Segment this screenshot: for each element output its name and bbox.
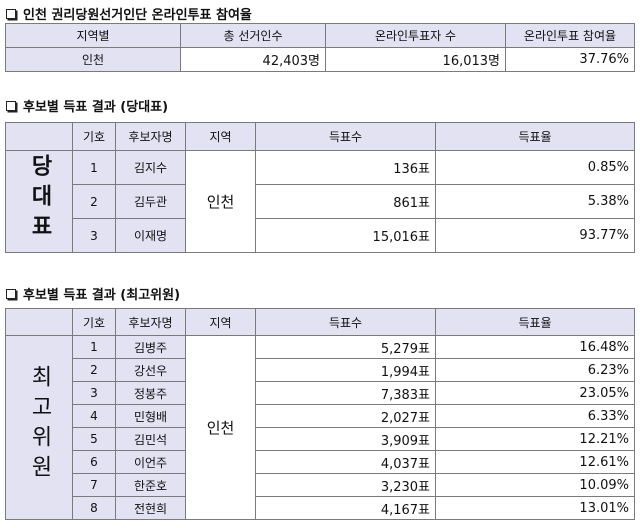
- side-label: 당대표: [5, 150, 73, 253]
- rate-cell: 0.85%: [435, 150, 635, 185]
- title-text: 후보별 득표 결과 (당대표): [23, 100, 169, 115]
- rate-cell: 13.01%: [435, 496, 635, 520]
- name-cell: 이언주: [115, 450, 186, 474]
- votes-cell: 5,279표: [255, 335, 436, 359]
- rate-cell: 93.77%: [435, 218, 635, 253]
- votes-cell: 3,230표: [255, 473, 436, 497]
- name-cell: 한준호: [115, 473, 186, 497]
- header-cell: 온라인투표자 수: [325, 23, 506, 48]
- number-cell: 5: [72, 427, 116, 451]
- table: 지역별 총 선거인수 온라인투표자 수 온라인투표 참여율 인천 42,403명 16,01…: [5, 23, 635, 72]
- number-cell: 3: [72, 381, 116, 405]
- rate-cell: 23.05%: [435, 381, 635, 405]
- rate-cell: 6.23%: [435, 358, 635, 382]
- row: 지역별 총 선거인수 온라인투표자 수 온라인투표 참여율: [5, 23, 635, 48]
- header-cell: 득표수: [255, 122, 436, 151]
- name-cell: 민형배: [115, 404, 186, 428]
- row: 기호 후보자명 지역 득표수 득표율: [5, 308, 635, 336]
- name-cell: 이재명: [115, 218, 186, 253]
- header-cell: 득표율: [435, 122, 635, 151]
- data-cell: 인천: [5, 47, 181, 72]
- title-text: 후보별 득표 결과 (최고위원): [23, 288, 181, 303]
- section-title: 후보별 득표 결과 (최고위원): [6, 284, 180, 303]
- row: 인천 42,403명 16,013명 37.76%: [5, 47, 635, 72]
- votes-cell: 136표: [255, 150, 436, 185]
- row: 8 전현희 4,167표 13.01%: [6, 496, 635, 520]
- votes-cell: 7,383표: [255, 381, 436, 405]
- region-cell: 인천: [185, 335, 256, 520]
- header-cell: 온라인투표 참여율: [505, 23, 635, 48]
- header-cell: 지역: [185, 308, 256, 336]
- name-cell: 김지수: [115, 150, 186, 185]
- votes-cell: 4,037표: [255, 450, 436, 474]
- number-cell: 6: [72, 450, 116, 474]
- side-label: 최고위원: [5, 335, 73, 520]
- table: 기호 후보자명 지역 득표수 득표율 당대표 1 김지수 인천 136표 0.85% 2 김두관 861표…: [5, 122, 635, 253]
- votes-cell: 15,016표: [255, 218, 436, 253]
- rate-cell: 16.48%: [435, 335, 635, 359]
- votes-cell: 2,027표: [255, 404, 436, 428]
- rate-cell: 12.61%: [435, 450, 635, 474]
- header-cell: 기호: [72, 308, 116, 336]
- row: 4 민형배 2,027표 6.33%: [6, 404, 635, 428]
- rate-cell: 5.38%: [435, 184, 635, 219]
- name-cell: 김병주: [115, 335, 186, 359]
- header-cell: 후보자명: [115, 308, 186, 336]
- row: 3 정봉주 7,383표 23.05%: [6, 381, 635, 405]
- name-cell: 전현희: [115, 496, 186, 520]
- title-text: 인천 권리당원선거인단 온라인투표 참여율: [23, 8, 252, 23]
- header-cell: 기호: [72, 122, 116, 151]
- name-cell: 김민석: [115, 427, 186, 451]
- number-cell: 3: [72, 218, 116, 253]
- row: 7 한준호 3,230표 10.09%: [6, 473, 635, 497]
- data-cell: 42,403명: [180, 47, 326, 72]
- side-text: 최고위원: [27, 364, 52, 485]
- row: 6 이언주 4,037표 12.61%: [6, 450, 635, 474]
- rate-cell: 12.21%: [435, 427, 635, 451]
- votes-cell: 861표: [255, 184, 436, 219]
- section-title: 후보별 득표 결과 (당대표): [6, 96, 168, 115]
- rate-cell: 10.09%: [435, 473, 635, 497]
- number-cell: 1: [72, 150, 116, 185]
- row: 2 김두관 861표 5.38%: [6, 184, 635, 219]
- number-cell: 2: [72, 358, 116, 382]
- row: 2 강선우 1,994표 6.23%: [6, 358, 635, 382]
- number-cell: 2: [72, 184, 116, 219]
- row: 3 이재명 15,016표 93.77%: [6, 218, 635, 253]
- header-cell: 총 선거인수: [180, 23, 326, 48]
- number-cell: 4: [72, 404, 116, 428]
- row: 5 김민석 3,909표 12.21%: [6, 427, 635, 451]
- number-cell: 8: [72, 496, 116, 520]
- name-cell: 김두관: [115, 184, 186, 219]
- data-cell: 37.76%: [505, 47, 635, 72]
- votes-cell: 4,167표: [255, 496, 436, 520]
- header-cell: [5, 308, 73, 336]
- name-cell: 강선우: [115, 358, 186, 382]
- section-title: 인천 권리당원선거인단 온라인투표 참여율: [6, 4, 252, 23]
- header-cell: 득표수: [255, 308, 436, 336]
- region-cell: 인천: [185, 150, 256, 253]
- row: 당대표 1 김지수 인천 136표 0.85%: [5, 150, 635, 253]
- row: 기호 후보자명 지역 득표수 득표율: [5, 122, 635, 151]
- number-cell: 1: [72, 335, 116, 359]
- header-cell: 지역: [185, 122, 256, 151]
- number-cell: 7: [72, 473, 116, 497]
- data-cell: 16,013명: [325, 47, 506, 72]
- side-text: 당대표: [27, 153, 52, 244]
- header-cell: [5, 122, 73, 151]
- header-cell: 득표율: [435, 308, 635, 336]
- rate-cell: 6.33%: [435, 404, 635, 428]
- header-cell: 후보자명: [115, 122, 186, 151]
- table: 기호 후보자명 지역 득표수 득표율 최고위원 1 김병주 인천 5,279표 16.48% 2 강선우…: [5, 308, 635, 520]
- votes-cell: 1,994표: [255, 358, 436, 382]
- header-cell: 지역별: [5, 23, 181, 48]
- row: 최고위원 1 김병주 인천 5,279표 16.48%: [5, 335, 635, 520]
- name-cell: 정봉주: [115, 381, 186, 405]
- votes-cell: 3,909표: [255, 427, 436, 451]
